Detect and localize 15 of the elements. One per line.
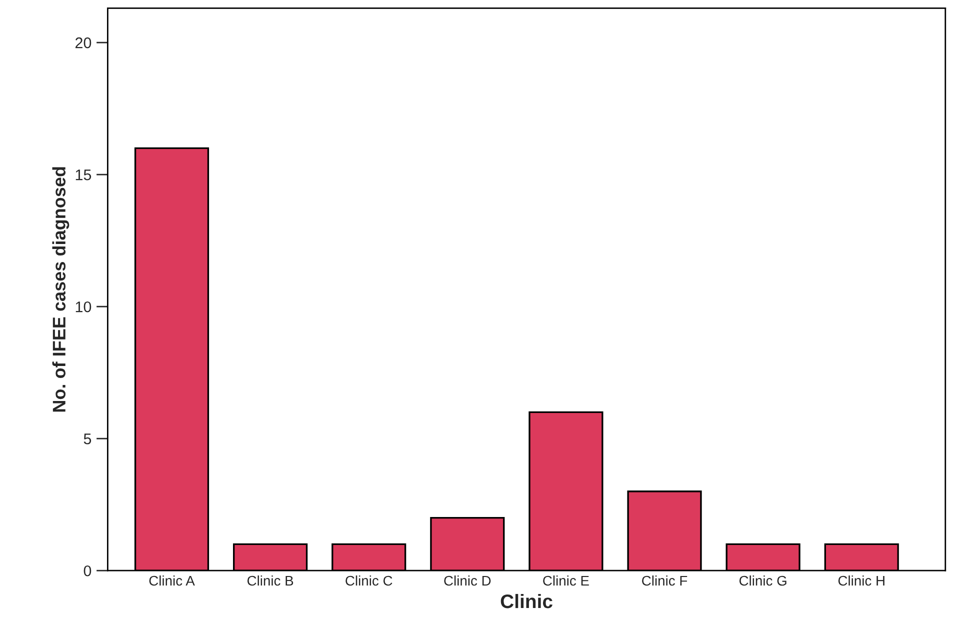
x-axis-title: Clinic: [500, 594, 552, 608]
x-tick-label: Clinic B: [247, 575, 294, 586]
y-tick-label: 0: [84, 565, 92, 576]
y-tick-label: 10: [76, 301, 92, 312]
y-tick-label: 20: [75, 37, 92, 48]
x-tick-label: Clinic A: [149, 575, 195, 586]
x-tick-label: Clinic F: [642, 575, 688, 586]
y-tick-label: 5: [84, 434, 92, 444]
x-tick-label: Clinic E: [543, 575, 589, 586]
x-tick-label: Clinic G: [739, 575, 786, 586]
x-tick-label: Clinic C: [346, 575, 392, 586]
x-tick-label: Clinic D: [444, 575, 491, 586]
x-tick-label: Clinic H: [838, 575, 884, 586]
y-tick-label: 15: [76, 170, 92, 180]
y-axis-title: No. of IFEE cases diagnosed: [52, 167, 70, 412]
